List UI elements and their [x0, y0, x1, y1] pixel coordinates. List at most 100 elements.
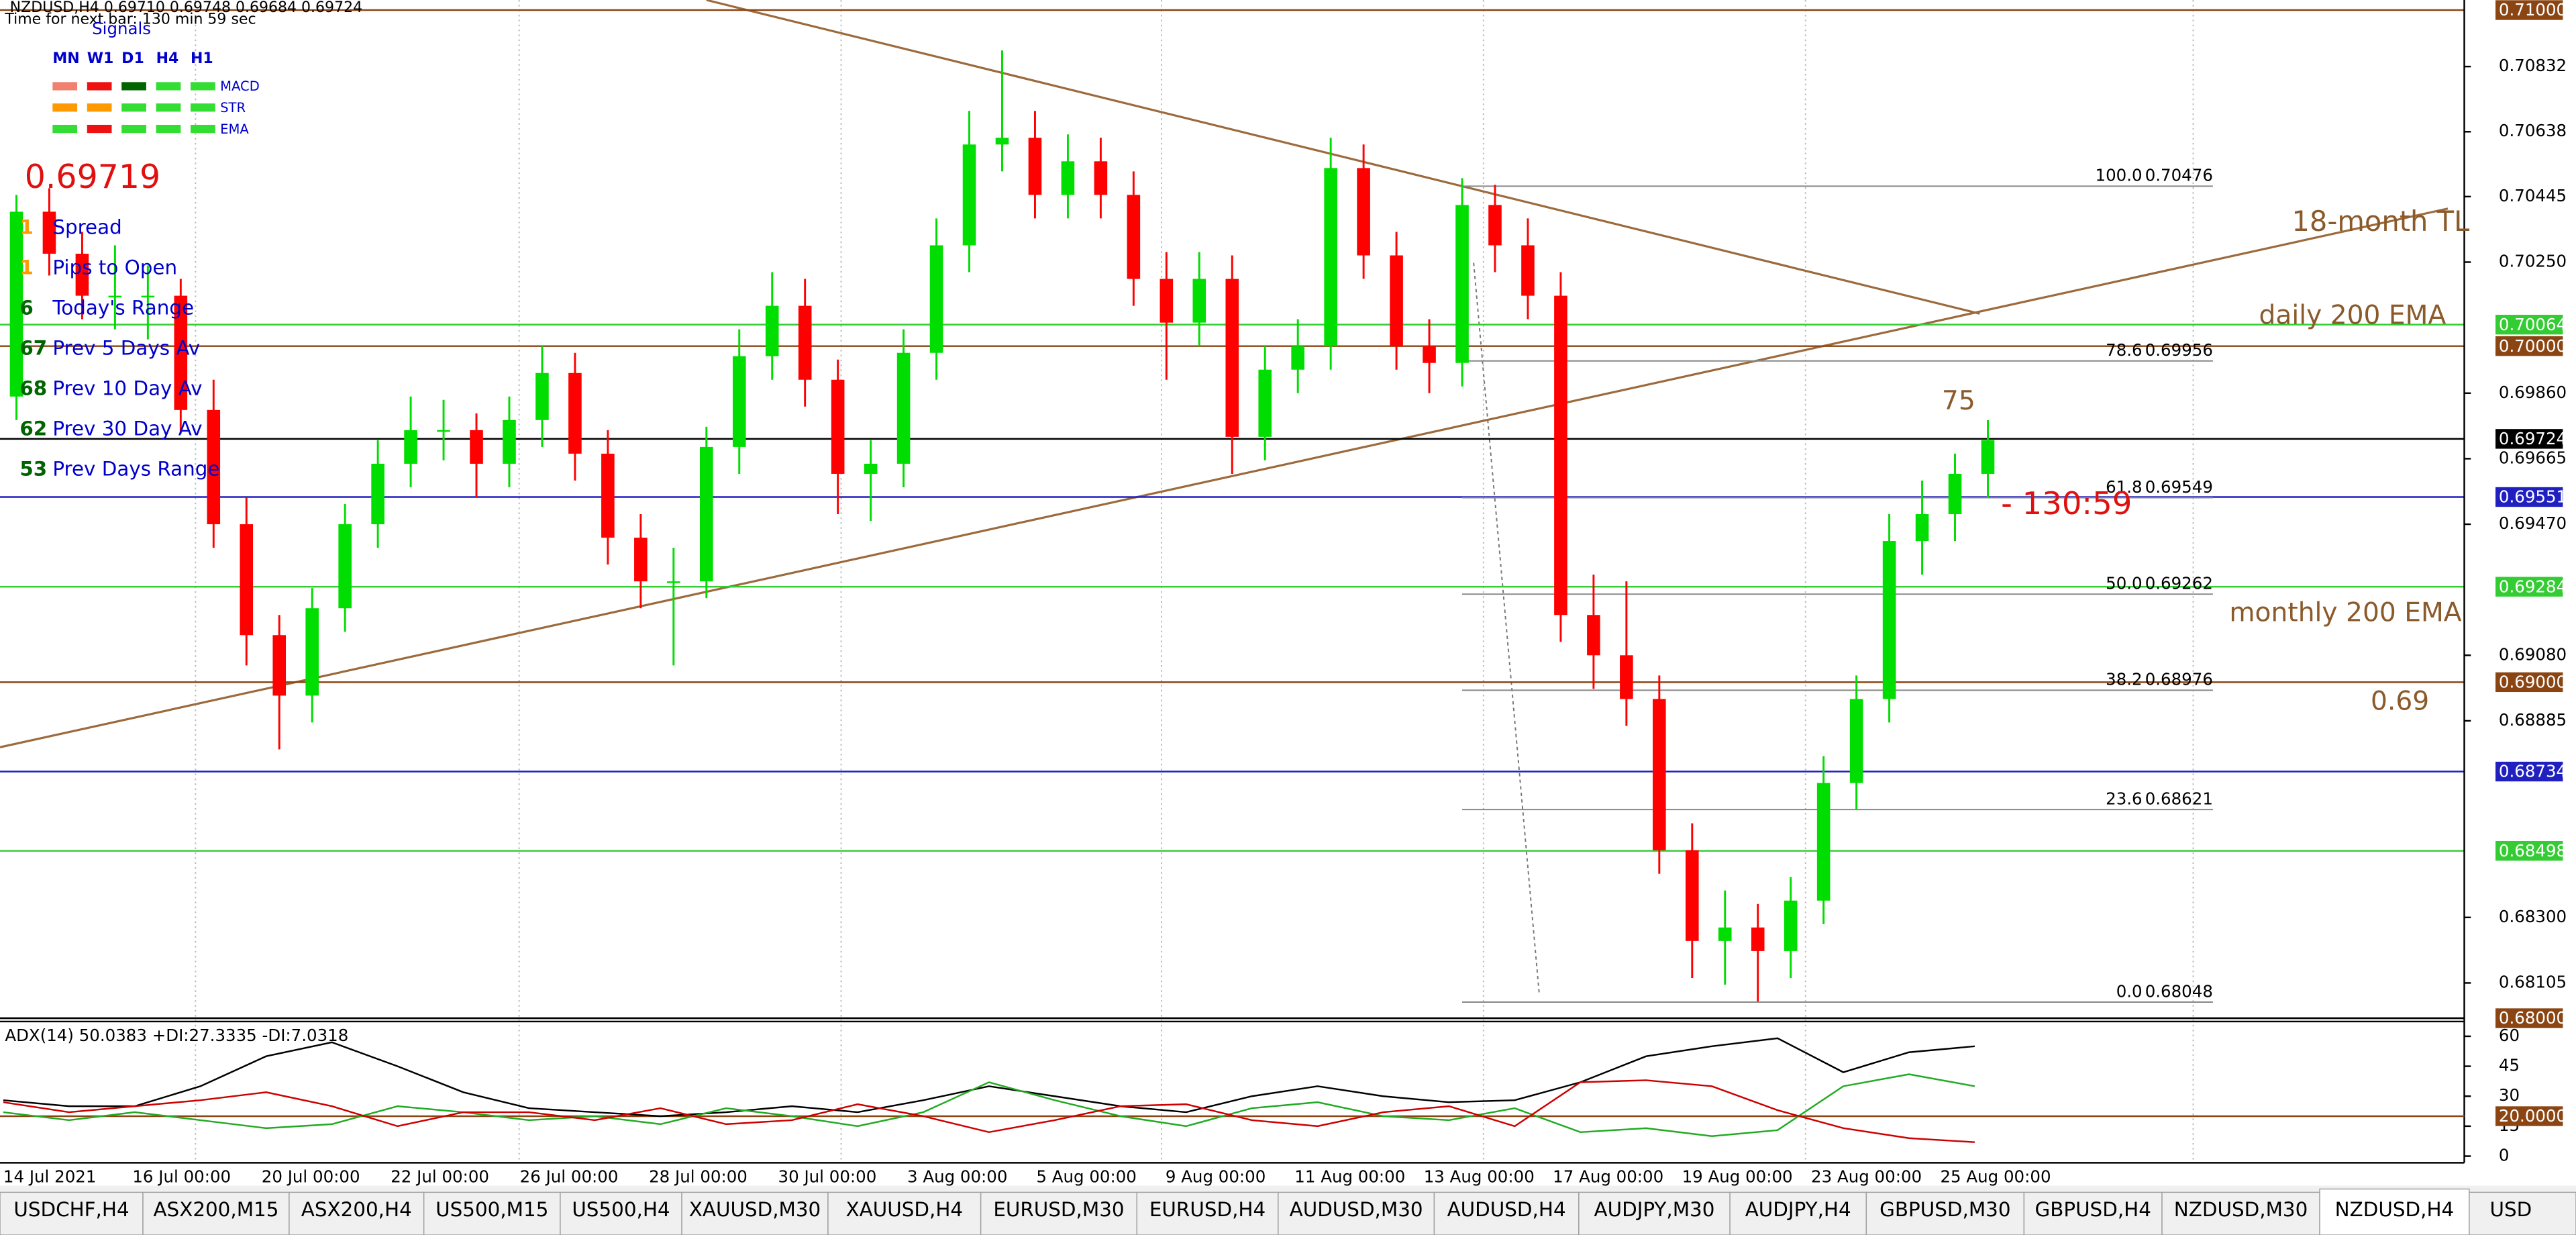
signal-name: MACD: [220, 79, 260, 94]
info-value: 62: [19, 417, 47, 440]
candle-body: [1587, 615, 1600, 656]
y-tick-label: 0.70638: [2499, 121, 2567, 140]
annotation: daily 200 EMA: [2259, 301, 2446, 331]
downtrend-line: [706, 0, 1980, 315]
candle-body: [42, 211, 56, 254]
candle-body: [1061, 161, 1075, 195]
price-level-label: 0.68000: [2499, 1008, 2567, 1028]
tab-label[interactable]: AUDJPY,M30: [1594, 1198, 1715, 1221]
tab-label[interactable]: XAUUSD,M30: [689, 1198, 821, 1221]
tab[interactable]: [827, 1191, 982, 1235]
signal-name: EMA: [220, 121, 249, 137]
fib-price: 0.70476: [2145, 166, 2213, 185]
tab-label[interactable]: GBPUSD,H4: [2034, 1198, 2151, 1221]
uptrend-line: [0, 207, 2449, 748]
signal-box: [121, 82, 146, 91]
candle-body: [1160, 279, 1174, 323]
x-tick-label: 13 Aug 00:00: [1424, 1167, 1535, 1186]
tab[interactable]: [1136, 1191, 1279, 1235]
x-tick-label: 28 Jul 00:00: [649, 1167, 748, 1186]
tab[interactable]: [423, 1191, 561, 1235]
price-level-label: 0.69284: [2499, 577, 2567, 596]
price-level-label: 0.71000: [2499, 0, 2567, 19]
tab-label[interactable]: USDCHF,H4: [13, 1198, 129, 1221]
info-value: 1: [19, 216, 33, 239]
tab-label[interactable]: US500,H4: [572, 1198, 670, 1221]
signal-box: [87, 82, 112, 91]
tab[interactable]: [2161, 1191, 2320, 1235]
candle-body: [1324, 168, 1337, 346]
tab-label[interactable]: AUDJPY,H4: [1745, 1198, 1851, 1221]
fib-ratio: 100.0: [2096, 166, 2143, 185]
candle-body: [1784, 900, 1798, 951]
info-label: Prev 10 Day Av: [52, 377, 202, 399]
fib-ratio: 61.8: [2106, 477, 2143, 497]
tab[interactable]: [289, 1191, 425, 1235]
tab-label[interactable]: USD: [2489, 1198, 2532, 1221]
tab-label[interactable]: ASX200,H4: [301, 1198, 412, 1221]
fib-ratio: 0.0: [2116, 981, 2143, 1001]
x-tick-label: 9 Aug 00:00: [1166, 1167, 1266, 1186]
adx-tick-label: 45: [2499, 1056, 2520, 1075]
candle-body: [174, 295, 188, 410]
active-tab[interactable]: [2319, 1188, 2470, 1235]
candle-body: [1751, 927, 1765, 951]
y-tick-label: 0.68300: [2499, 907, 2567, 926]
x-tick-label: 5 Aug 00:00: [1036, 1167, 1136, 1186]
candle-body: [1127, 195, 1141, 279]
price-level-label: 0.68498: [2499, 841, 2567, 860]
x-tick-label: 14 Jul 2021: [3, 1167, 97, 1186]
candle-body: [1620, 655, 1633, 699]
tab-label[interactable]: US500,M15: [435, 1198, 548, 1221]
y-tick-label: 0.70445: [2499, 186, 2567, 205]
info-label: Spread: [52, 216, 121, 239]
candle-body: [75, 254, 89, 296]
price-level-tag: [2495, 0, 2563, 20]
candle-body: [272, 635, 287, 696]
candle-body: [831, 379, 845, 474]
tab-label[interactable]: XAUUSD,H4: [846, 1198, 964, 1221]
fib-anchor: [1473, 262, 1541, 995]
x-tick-label: 17 Aug 00:00: [1553, 1167, 1663, 1186]
tab-label[interactable]: AUDUSD,H4: [1447, 1198, 1566, 1221]
tab[interactable]: [2469, 1191, 2576, 1235]
x-tick-label: 26 Jul 00:00: [520, 1167, 619, 1186]
tab[interactable]: [980, 1191, 1137, 1235]
candle-body: [995, 138, 1009, 145]
tab[interactable]: [142, 1191, 290, 1235]
candle-body: [1554, 295, 1567, 615]
signal-box: [191, 124, 215, 134]
candle-body: [437, 430, 450, 432]
adx-tick-label: 30: [2499, 1085, 2520, 1105]
price-level-label: 0.70000: [2499, 336, 2567, 356]
candle-body: [1258, 369, 1272, 437]
candle-body: [1915, 514, 1929, 542]
y-tick-label: 0.69080: [2499, 644, 2567, 664]
tab-label[interactable]: NZDUSD,M30: [2174, 1198, 2308, 1221]
info-label: Prev 5 Days Av: [52, 336, 200, 359]
candle-body: [798, 305, 812, 380]
annotation: 18-month TL: [2291, 205, 2469, 238]
y-tick-label: 0.68885: [2499, 710, 2567, 730]
tab-label[interactable]: AUDUSD,M30: [1290, 1198, 1423, 1221]
tab-label[interactable]: GBPUSD,M30: [1879, 1198, 2010, 1221]
tab-label[interactable]: EURUSD,M30: [993, 1198, 1124, 1221]
tab[interactable]: [1865, 1191, 2025, 1235]
tab[interactable]: [1729, 1191, 1867, 1235]
tab[interactable]: [560, 1191, 682, 1235]
candle-body: [1291, 346, 1304, 370]
price-level-label: 0.69000: [2499, 673, 2567, 692]
chart-title: NZDUSD,H4 0.69710 0.69748 0.69684 0.6972…: [10, 0, 362, 16]
tab[interactable]: [681, 1191, 829, 1235]
tab-label[interactable]: ASX200,M15: [153, 1198, 278, 1221]
adx-tick-label: 60: [2499, 1026, 2520, 1045]
candle-body: [108, 295, 122, 298]
price-level-tag: [2495, 1008, 2563, 1028]
annotation: - 130:59: [2001, 485, 2132, 522]
x-tick-label: 25 Aug 00:00: [1940, 1167, 2051, 1186]
tab-label[interactable]: EURUSD,H4: [1149, 1198, 1266, 1221]
tab-label[interactable]: NZDUSD,H4: [2335, 1198, 2455, 1221]
y-tick-label: 0.69860: [2499, 383, 2567, 402]
x-tick-label: 3 Aug 00:00: [907, 1167, 1007, 1186]
tab[interactable]: [1433, 1191, 1580, 1235]
